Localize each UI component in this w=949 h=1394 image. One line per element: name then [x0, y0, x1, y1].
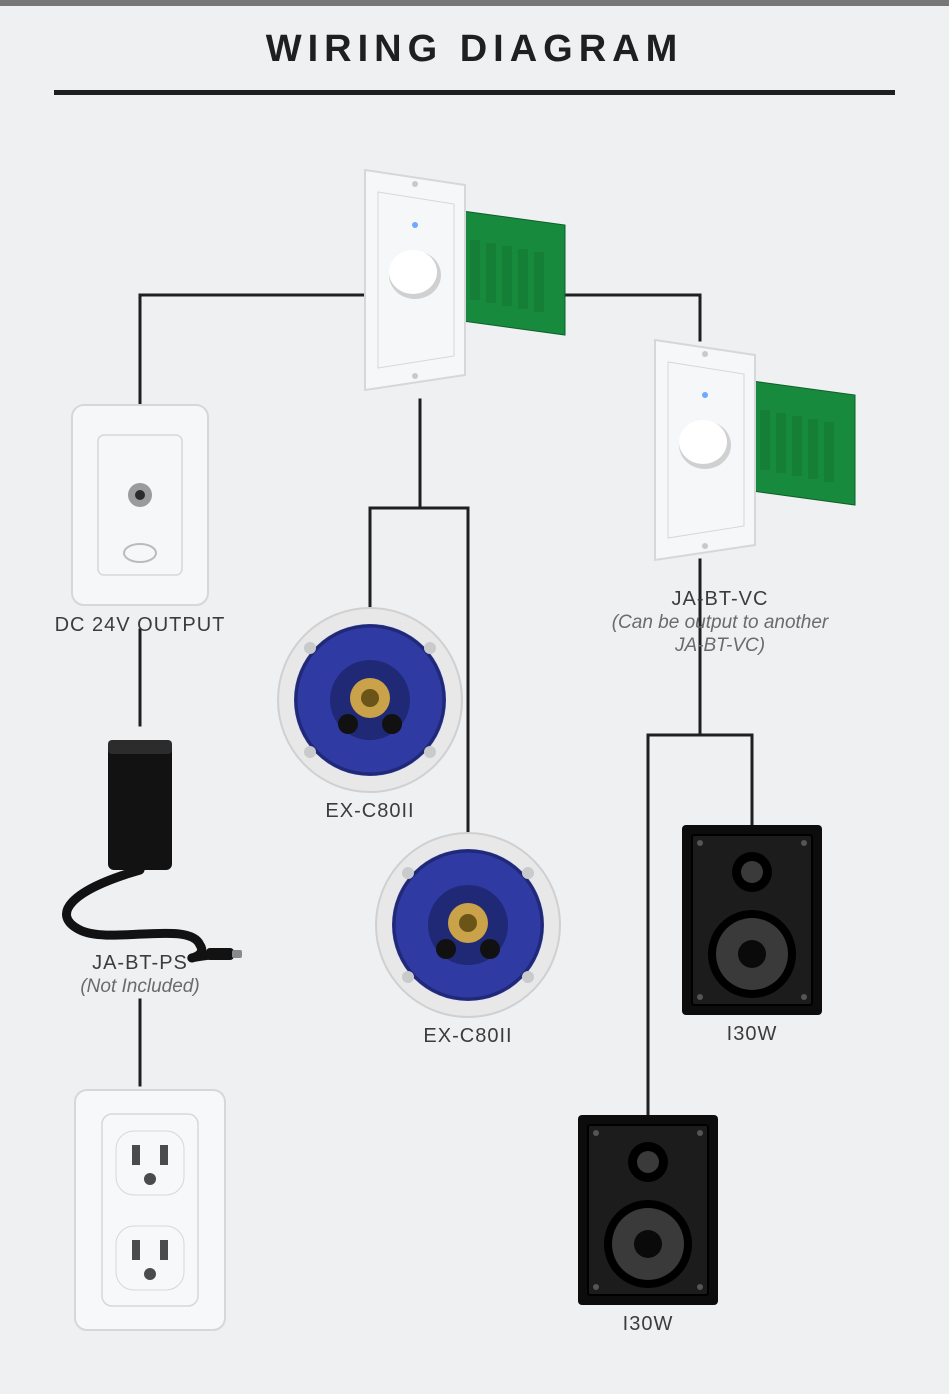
component-power-adapter	[67, 740, 243, 960]
label-adapter: JA-BT-PS (Not Included)	[40, 952, 240, 998]
component-ceiling-speaker-1	[278, 608, 462, 792]
label-adapter-sub: (Not Included)	[80, 976, 199, 997]
label-spk-c2: EX-C80II	[368, 1025, 568, 1048]
label-spk-w1: I30W	[652, 1023, 852, 1046]
component-ceiling-speaker-2	[376, 833, 560, 1017]
label-spk-c1: EX-C80II	[270, 800, 470, 823]
label-spk-w2: I30W	[548, 1313, 748, 1336]
component-wall-speaker-1	[682, 825, 822, 1015]
components-group	[67, 170, 856, 1330]
wiring-diagram-svg	[0, 0, 949, 1394]
label-vc-right-name: JA-BT-VC	[672, 588, 769, 610]
component-bt-vc-right	[655, 340, 855, 560]
component-bt-vc-main	[365, 170, 565, 390]
component-dc-plate	[72, 405, 208, 605]
label-vc-right-sub: (Can be output to another JA-BT-VC)	[612, 612, 829, 656]
label-vc-right: JA-BT-VC (Can be output to another JA-BT…	[600, 588, 840, 657]
component-wall-speaker-2	[578, 1115, 718, 1305]
page-root: WIRING DIAGRAM DC 24V OUTPUT JA-BT-PS (N…	[0, 0, 949, 1394]
label-adapter-name: JA-BT-PS	[92, 952, 188, 974]
label-dc-output: DC 24V OUTPUT	[40, 614, 240, 637]
component-wall-outlet	[75, 1090, 225, 1330]
